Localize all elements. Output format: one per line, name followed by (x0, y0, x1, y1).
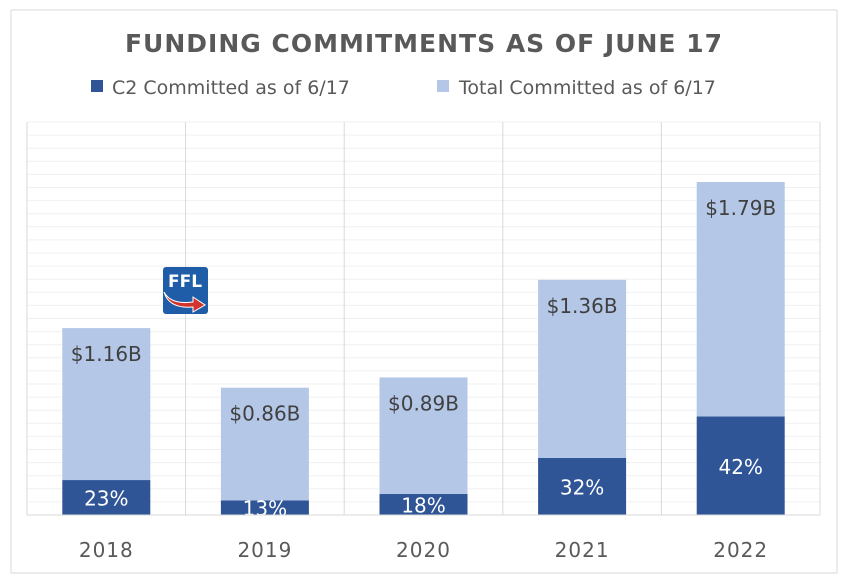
data-label-c2-2022: 42% (718, 455, 762, 479)
bar-total-2019 (220, 387, 309, 501)
bar-c2-2022 (696, 416, 785, 515)
baseline-mask (12, 516, 836, 536)
data-label-c2-2020: 18% (401, 494, 445, 518)
bar-total-2020 (379, 377, 468, 495)
x-tick-label-2021: 2021 (555, 538, 610, 562)
x-tick-label-2019: 2019 (237, 538, 292, 562)
data-label-total-2022: $1.79B (705, 196, 776, 220)
data-label-total-2019: $0.86B (229, 402, 300, 426)
bar-total-2022 (696, 182, 785, 417)
bar-c2-2020 (379, 494, 468, 515)
chart-title: FUNDING COMMITMENTS AS OF JUNE 17 (125, 29, 723, 58)
bar-c2-2018 (62, 480, 151, 515)
bar-total-2021 (538, 279, 627, 458)
data-label-total-2021: $1.36B (547, 294, 618, 318)
data-label-c2-2018: 23% (84, 487, 128, 511)
x-tick-label-2020: 2020 (396, 538, 451, 562)
legend-label-c2: C2 Committed as of 6/17 (112, 77, 350, 99)
bar-c2-2021 (538, 457, 627, 515)
data-label-total-2018: $1.16B (71, 342, 142, 366)
x-tick-label-2018: 2018 (79, 538, 134, 562)
x-tick-label-2022: 2022 (713, 538, 768, 562)
data-label-c2-2021: 32% (560, 475, 604, 499)
legend-label-total: Total Committed as of 6/17 (458, 77, 716, 99)
bar-total-2018 (62, 328, 151, 481)
bar-c2-2019 (220, 500, 309, 515)
svg-text:FFL: FFL (168, 272, 202, 292)
data-label-total-2020: $0.89B (388, 391, 459, 415)
legend-swatch-total (437, 80, 449, 92)
legend: C2 Committed as of 6/17 Total Committed … (91, 77, 716, 99)
ffl-logo: FFL (163, 267, 208, 314)
legend-swatch-c2 (91, 80, 103, 92)
